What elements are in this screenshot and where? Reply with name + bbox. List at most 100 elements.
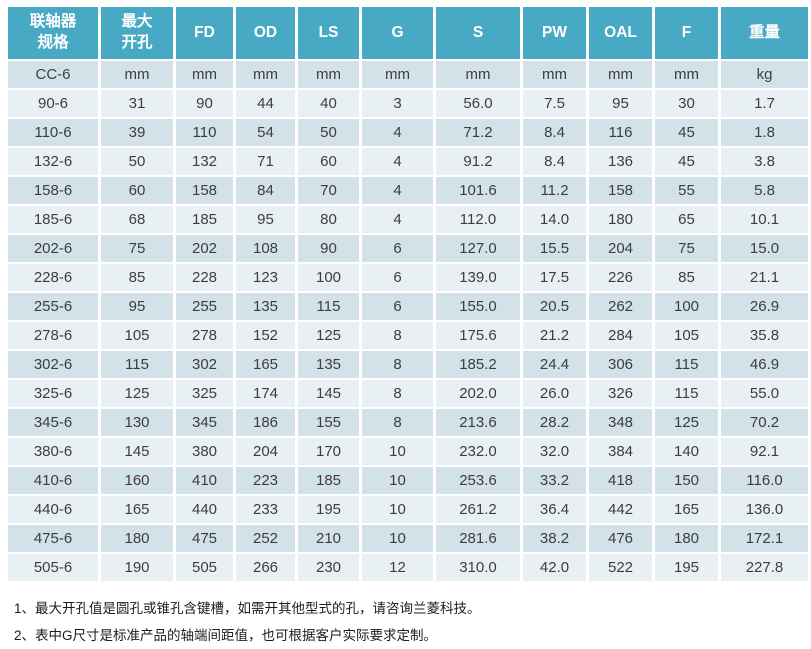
table-cell: 68	[101, 206, 173, 233]
table-cell: 95	[589, 90, 652, 117]
table-cell: 284	[589, 322, 652, 349]
table-cell: 4	[362, 119, 433, 146]
table-cell: 100	[655, 293, 718, 320]
table-cell: 6	[362, 264, 433, 291]
table-cell: 110-6	[8, 119, 98, 146]
table-cell: 115	[101, 351, 173, 378]
table-cell: 105	[655, 322, 718, 349]
table-cell: 165	[101, 496, 173, 523]
table-cell: 384	[589, 438, 652, 465]
table-cell: 24.4	[523, 351, 586, 378]
table-cell: 101.6	[436, 177, 520, 204]
table-cell: 165	[236, 351, 295, 378]
table-cell: 45	[655, 148, 718, 175]
table-cell: 42.0	[523, 554, 586, 581]
table-cell: 158	[176, 177, 233, 204]
table-cell: 310.0	[436, 554, 520, 581]
table-cell: 139.0	[436, 264, 520, 291]
table-cell: 4	[362, 177, 433, 204]
table-row: 345-6 130 345 186 155 8 213.6 28.2 348 125 70.2	[8, 409, 808, 436]
table-cell: 39	[101, 119, 173, 146]
column-header-max-bore: 最大 开孔	[101, 7, 173, 59]
table-row: 185-6 68 185 95 80 4 112.0 14.0 180 65 10.1	[8, 206, 808, 233]
table-row: 475-6 180 475 252 210 10 281.6 38.2 476 180 172.1	[8, 525, 808, 552]
table-cell: CC-6	[8, 61, 98, 88]
table-cell: 174	[236, 380, 295, 407]
table-cell: mm	[589, 61, 652, 88]
table-cell: 8.4	[523, 148, 586, 175]
table-cell: 210	[298, 525, 359, 552]
table-cell: 345-6	[8, 409, 98, 436]
table-cell: 380	[176, 438, 233, 465]
table-cell: 85	[655, 264, 718, 291]
table-cell: 56.0	[436, 90, 520, 117]
table-cell: 6	[362, 235, 433, 262]
table-cell: 1.7	[721, 90, 808, 117]
table-cell: 233	[236, 496, 295, 523]
table-cell: 326	[589, 380, 652, 407]
table-cell: 1.8	[721, 119, 808, 146]
table-cell: 3	[362, 90, 433, 117]
table-row: 110-6 39 110 54 50 4 71.2 8.4 116 45 1.8	[8, 119, 808, 146]
table-cell: 8	[362, 380, 433, 407]
column-header-spec: 联轴器 规格	[8, 7, 98, 59]
table-cell: 186	[236, 409, 295, 436]
table-cell: 115	[655, 351, 718, 378]
table-cell: 55	[655, 177, 718, 204]
table-cell: 345	[176, 409, 233, 436]
table-cell: 10	[362, 525, 433, 552]
table-cell: 204	[589, 235, 652, 262]
table-cell: 442	[589, 496, 652, 523]
table-cell: 95	[101, 293, 173, 320]
table-cell: 132	[176, 148, 233, 175]
table-cell: 132-6	[8, 148, 98, 175]
column-header-fd: FD	[176, 7, 233, 59]
table-cell: 180	[655, 525, 718, 552]
table-cell: 90-6	[8, 90, 98, 117]
column-header-weight: 重量	[721, 7, 808, 59]
table-cell: 155	[298, 409, 359, 436]
table-cell: 185	[298, 467, 359, 494]
table-row: 255-6 95 255 135 115 6 155.0 20.5 262 100 26.9	[8, 293, 808, 320]
table-cell: 380-6	[8, 438, 98, 465]
table-header: 联轴器 规格 最大 开孔 FD OD LS G S PW OAL F 重量	[8, 7, 808, 59]
table-cell: 190	[101, 554, 173, 581]
table-cell: 70	[298, 177, 359, 204]
table-cell: 145	[101, 438, 173, 465]
table-cell: 266	[236, 554, 295, 581]
table-cell: 44	[236, 90, 295, 117]
table-cell: 226	[589, 264, 652, 291]
table-cell: 65	[655, 206, 718, 233]
table-cell: 8	[362, 322, 433, 349]
table-cell: 522	[589, 554, 652, 581]
table-cell: 15.5	[523, 235, 586, 262]
table-cell: 116	[589, 119, 652, 146]
table-cell: 3.8	[721, 148, 808, 175]
table-cell: 71	[236, 148, 295, 175]
table-cell: 90	[298, 235, 359, 262]
table-cell: 223	[236, 467, 295, 494]
table-cell: 26.0	[523, 380, 586, 407]
table-cell: kg	[721, 61, 808, 88]
header-row: 联轴器 规格 最大 开孔 FD OD LS G S PW OAL F 重量	[8, 7, 808, 59]
table-cell: 185-6	[8, 206, 98, 233]
table-cell: 348	[589, 409, 652, 436]
table-cell: 110	[176, 119, 233, 146]
table-cell: 90	[176, 90, 233, 117]
column-header-oal: OAL	[589, 7, 652, 59]
table-cell: 418	[589, 467, 652, 494]
table-cell: 410	[176, 467, 233, 494]
table-cell: 50	[298, 119, 359, 146]
table-cell: 35.8	[721, 322, 808, 349]
table-cell: 127.0	[436, 235, 520, 262]
table-cell: 100	[298, 264, 359, 291]
table-row: 380-6 145 380 204 170 10 232.0 32.0 384 140 92.1	[8, 438, 808, 465]
table-row: 228-6 85 228 123 100 6 139.0 17.5 226 85 21.1	[8, 264, 808, 291]
table-cell: 228	[176, 264, 233, 291]
spec-table: 联轴器 规格 最大 开孔 FD OD LS G S PW OAL F 重量 CC-6 mm mm mm mm mm…	[5, 5, 811, 583]
table-cell: 253.6	[436, 467, 520, 494]
table-cell: 95	[236, 206, 295, 233]
table-cell: 202.0	[436, 380, 520, 407]
table-cell: mm	[362, 61, 433, 88]
